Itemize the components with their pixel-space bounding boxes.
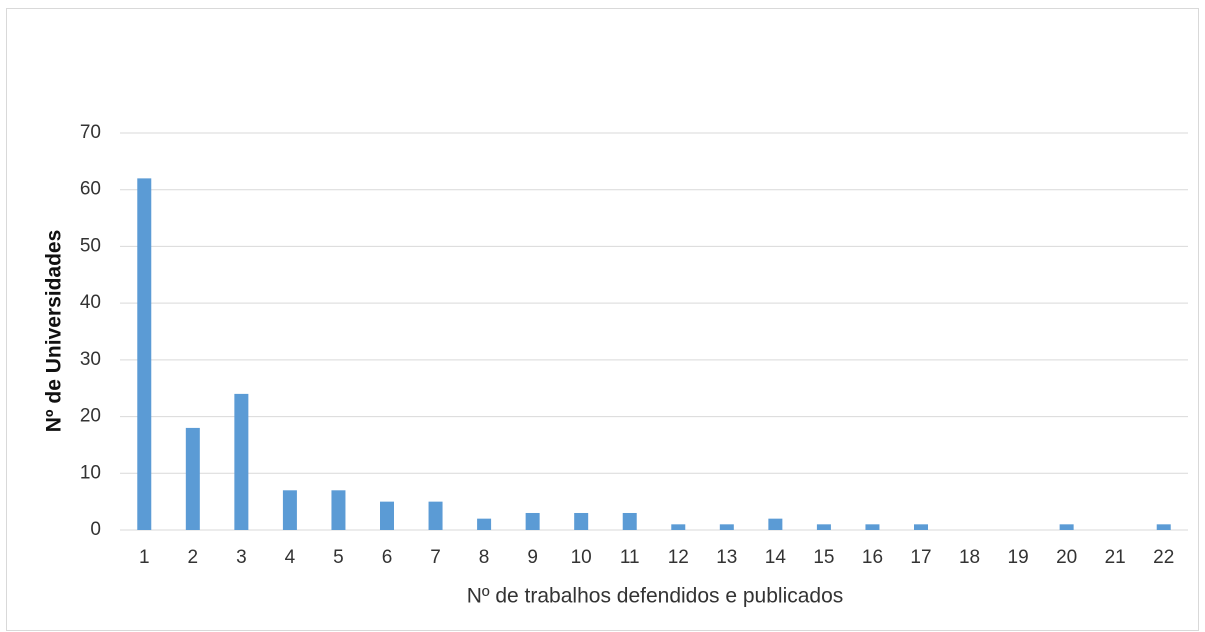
bar	[331, 490, 346, 530]
bar	[768, 518, 783, 530]
bar	[622, 512, 637, 530]
x-tick-label: 3	[236, 547, 247, 568]
x-tick-label: 20	[1056, 547, 1077, 568]
x-tick-label: 14	[765, 547, 787, 568]
y-tick-label: 10	[80, 462, 101, 483]
bar	[380, 501, 394, 530]
x-tick-label: 4	[285, 547, 296, 568]
y-tick-label: 40	[80, 292, 101, 313]
bar	[282, 490, 297, 530]
y-axis-title: Nº de Universidades	[43, 230, 66, 433]
y-tick-label: 60	[80, 179, 101, 200]
bar	[234, 393, 249, 530]
bar	[137, 178, 152, 530]
x-tick-label: 9	[527, 547, 538, 568]
x-tick-label: 15	[813, 547, 834, 568]
y-tick-label: 0	[90, 519, 101, 540]
x-tick-label: 2	[188, 547, 199, 568]
x-tick-label: 10	[571, 547, 592, 568]
y-tick-label: 50	[80, 235, 101, 256]
chart-frame	[6, 8, 1199, 631]
x-tick-label: 22	[1153, 547, 1174, 568]
bar	[1059, 524, 1074, 530]
bar	[574, 512, 589, 530]
y-tick-label: 30	[80, 349, 101, 370]
bar	[865, 524, 880, 530]
bar	[1156, 524, 1171, 530]
bar	[816, 524, 831, 530]
x-tick-label: 5	[333, 547, 344, 568]
x-tick-label: 1	[139, 547, 150, 568]
bar	[477, 518, 492, 530]
bar	[185, 427, 200, 530]
x-tick-label: 8	[479, 547, 490, 568]
x-tick-label: 6	[382, 547, 393, 568]
bar	[671, 524, 686, 530]
bar	[719, 524, 734, 530]
x-tick-label: 16	[862, 547, 883, 568]
x-tick-label: 19	[1008, 547, 1029, 568]
y-tick-label: 20	[80, 406, 101, 427]
x-axis-title: Nº de trabalhos defendidos e publicados	[467, 585, 844, 608]
x-tick-label: 12	[668, 547, 689, 568]
x-tick-label: 17	[910, 547, 931, 568]
bar	[428, 501, 443, 530]
x-tick-label: 18	[959, 547, 980, 568]
x-tick-label: 7	[430, 547, 441, 568]
bar	[914, 524, 928, 530]
x-tick-label: 21	[1105, 547, 1126, 568]
y-tick-label: 70	[80, 122, 101, 143]
bar	[525, 512, 540, 530]
x-tick-label: 13	[716, 547, 737, 568]
x-tick-label: 11	[620, 547, 640, 568]
